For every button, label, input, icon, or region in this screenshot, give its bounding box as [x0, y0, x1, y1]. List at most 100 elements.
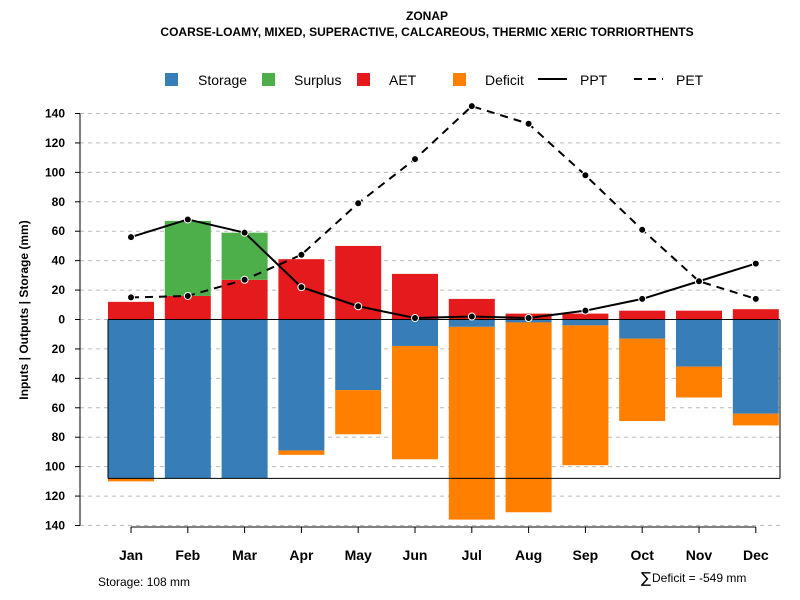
y-tick-label-12: 100: [45, 165, 65, 179]
point-pet-jun: [411, 155, 419, 164]
point-pet-jul: [467, 102, 476, 111]
bar-storage-oct: [619, 319, 666, 339]
legend-storage-swatch: [165, 73, 178, 86]
point-pet-jan: [127, 293, 135, 302]
x-tick-label-aug: Aug: [515, 547, 542, 563]
bar-storage-jul: [448, 319, 495, 327]
bar-storage-may: [335, 319, 382, 391]
bar-aet-jun: [392, 273, 438, 320]
point-pet-may: [354, 199, 363, 208]
bar-storage-apr: [278, 319, 325, 451]
deficit-sum-icon: ∑: [641, 569, 651, 587]
x-axis: Jan Feb Mar Apr May Jun Jul Aug Sep Oct Nov Dec: [119, 526, 769, 563]
point-ppt-mar: [240, 228, 249, 237]
series-points: [127, 102, 760, 323]
bar-deficit-apr: [278, 450, 325, 455]
point-pet-aug: [524, 119, 533, 128]
point-ppt-sep: [581, 306, 590, 315]
y-tick-label-0: 140: [45, 519, 65, 533]
legend-aet-label: AET: [389, 72, 417, 88]
point-pet-apr: [297, 250, 306, 259]
bar-deficit-jan: [108, 478, 154, 482]
bar-aet-mar: [221, 279, 268, 320]
bar-surplus-feb: [164, 220, 211, 296]
bar-aet-dec: [732, 309, 779, 320]
y-tick-label-4: 60: [52, 401, 66, 415]
bar-storage-jan: [108, 319, 154, 479]
x-tick-label-nov: Nov: [686, 547, 713, 563]
x-tick-label-mar: Mar: [232, 547, 257, 563]
bars: [108, 220, 779, 520]
legend-surplus-swatch: [262, 73, 275, 86]
bar-storage-dec: [732, 319, 779, 414]
bar-aet-nov: [676, 310, 722, 320]
series-lines: [130, 105, 757, 320]
y-tick-label-10: 60: [52, 224, 66, 238]
line-ppt: [130, 218, 757, 320]
bar-deficit-aug: [505, 322, 552, 513]
bar-aet-jul: [448, 298, 495, 320]
point-ppt-may: [354, 302, 363, 311]
line-pet: [130, 105, 757, 300]
legend-deficit-swatch: [453, 73, 466, 86]
bar-storage-nov: [676, 319, 722, 367]
bar-surplus-mar: [221, 232, 268, 280]
x-tick-label-jun: Jun: [403, 547, 428, 563]
point-ppt-jun: [411, 314, 419, 323]
y-axis-label: Inputs | Outputs | Storage (mm): [17, 220, 31, 399]
legend-surplus-label: Surplus: [294, 72, 341, 88]
x-tick-label-apr: Apr: [289, 547, 314, 563]
y-tick-label-9: 40: [52, 254, 66, 268]
point-pet-sep: [581, 171, 590, 180]
bar-storage-feb: [164, 319, 211, 479]
chart-title: ZONAP: [406, 9, 448, 23]
bar-aet-jan: [108, 301, 154, 320]
point-ppt-aug: [524, 314, 533, 323]
x-tick-label-jul: Jul: [462, 547, 482, 563]
y-tick-label-8: 20: [52, 283, 66, 297]
bar-storage-sep: [562, 319, 609, 326]
point-pet-nov: [695, 277, 703, 286]
point-pet-mar: [240, 275, 249, 284]
point-ppt-dec: [751, 259, 760, 268]
deficit-note: Deficit = -549 mm: [652, 571, 746, 585]
x-tick-label-feb: Feb: [175, 547, 200, 563]
legend-aet-swatch: [357, 73, 370, 86]
legend: Storage Surplus AET Deficit PPT PET: [165, 72, 704, 88]
bar-storage-mar: [221, 319, 268, 479]
y-tick-label-11: 80: [52, 195, 66, 209]
bar-deficit-sep: [562, 325, 609, 466]
bar-deficit-oct: [619, 338, 666, 422]
bar-storage-jun: [392, 319, 438, 346]
bar-deficit-jul: [448, 326, 495, 520]
y-tick-label-5: 40: [52, 371, 66, 385]
bar-deficit-nov: [676, 366, 722, 398]
y-axis: 140 120 100 80 60 40 20 0 20 40 60 80 100 120 140: [45, 107, 81, 533]
bar-aet-feb: [164, 295, 211, 320]
point-ppt-feb: [183, 215, 192, 224]
point-ppt-jul: [467, 312, 476, 321]
bar-aet-sep: [562, 313, 609, 320]
chart-subtitle: COARSE-LOAMY, MIXED, SUPERACTIVE, CALCAR…: [160, 25, 693, 39]
point-ppt-oct: [638, 294, 647, 303]
legend-deficit-label: Deficit: [485, 72, 524, 88]
point-pet-feb: [183, 291, 192, 300]
y-tick-label-1: 120: [45, 489, 65, 503]
y-tick-label-3: 80: [52, 430, 66, 444]
x-tick-label-oct: Oct: [631, 547, 655, 563]
x-tick-label-jan: Jan: [119, 547, 143, 563]
legend-storage-label: Storage: [198, 72, 247, 88]
bar-deficit-dec: [732, 413, 779, 426]
y-tick-label-13: 120: [45, 136, 65, 150]
storage-note: Storage: 108 mm: [98, 575, 190, 589]
legend-pet-label: PET: [676, 72, 704, 88]
y-tick-label-6: 20: [52, 342, 66, 356]
y-tick-label-7: 0: [58, 313, 65, 327]
bar-deficit-may: [335, 390, 382, 435]
reference-lines: [107, 319, 781, 479]
point-pet-oct: [638, 225, 647, 234]
bar-deficit-jun: [392, 345, 438, 460]
x-tick-label-sep: Sep: [573, 547, 599, 563]
point-ppt-jan: [127, 233, 135, 242]
